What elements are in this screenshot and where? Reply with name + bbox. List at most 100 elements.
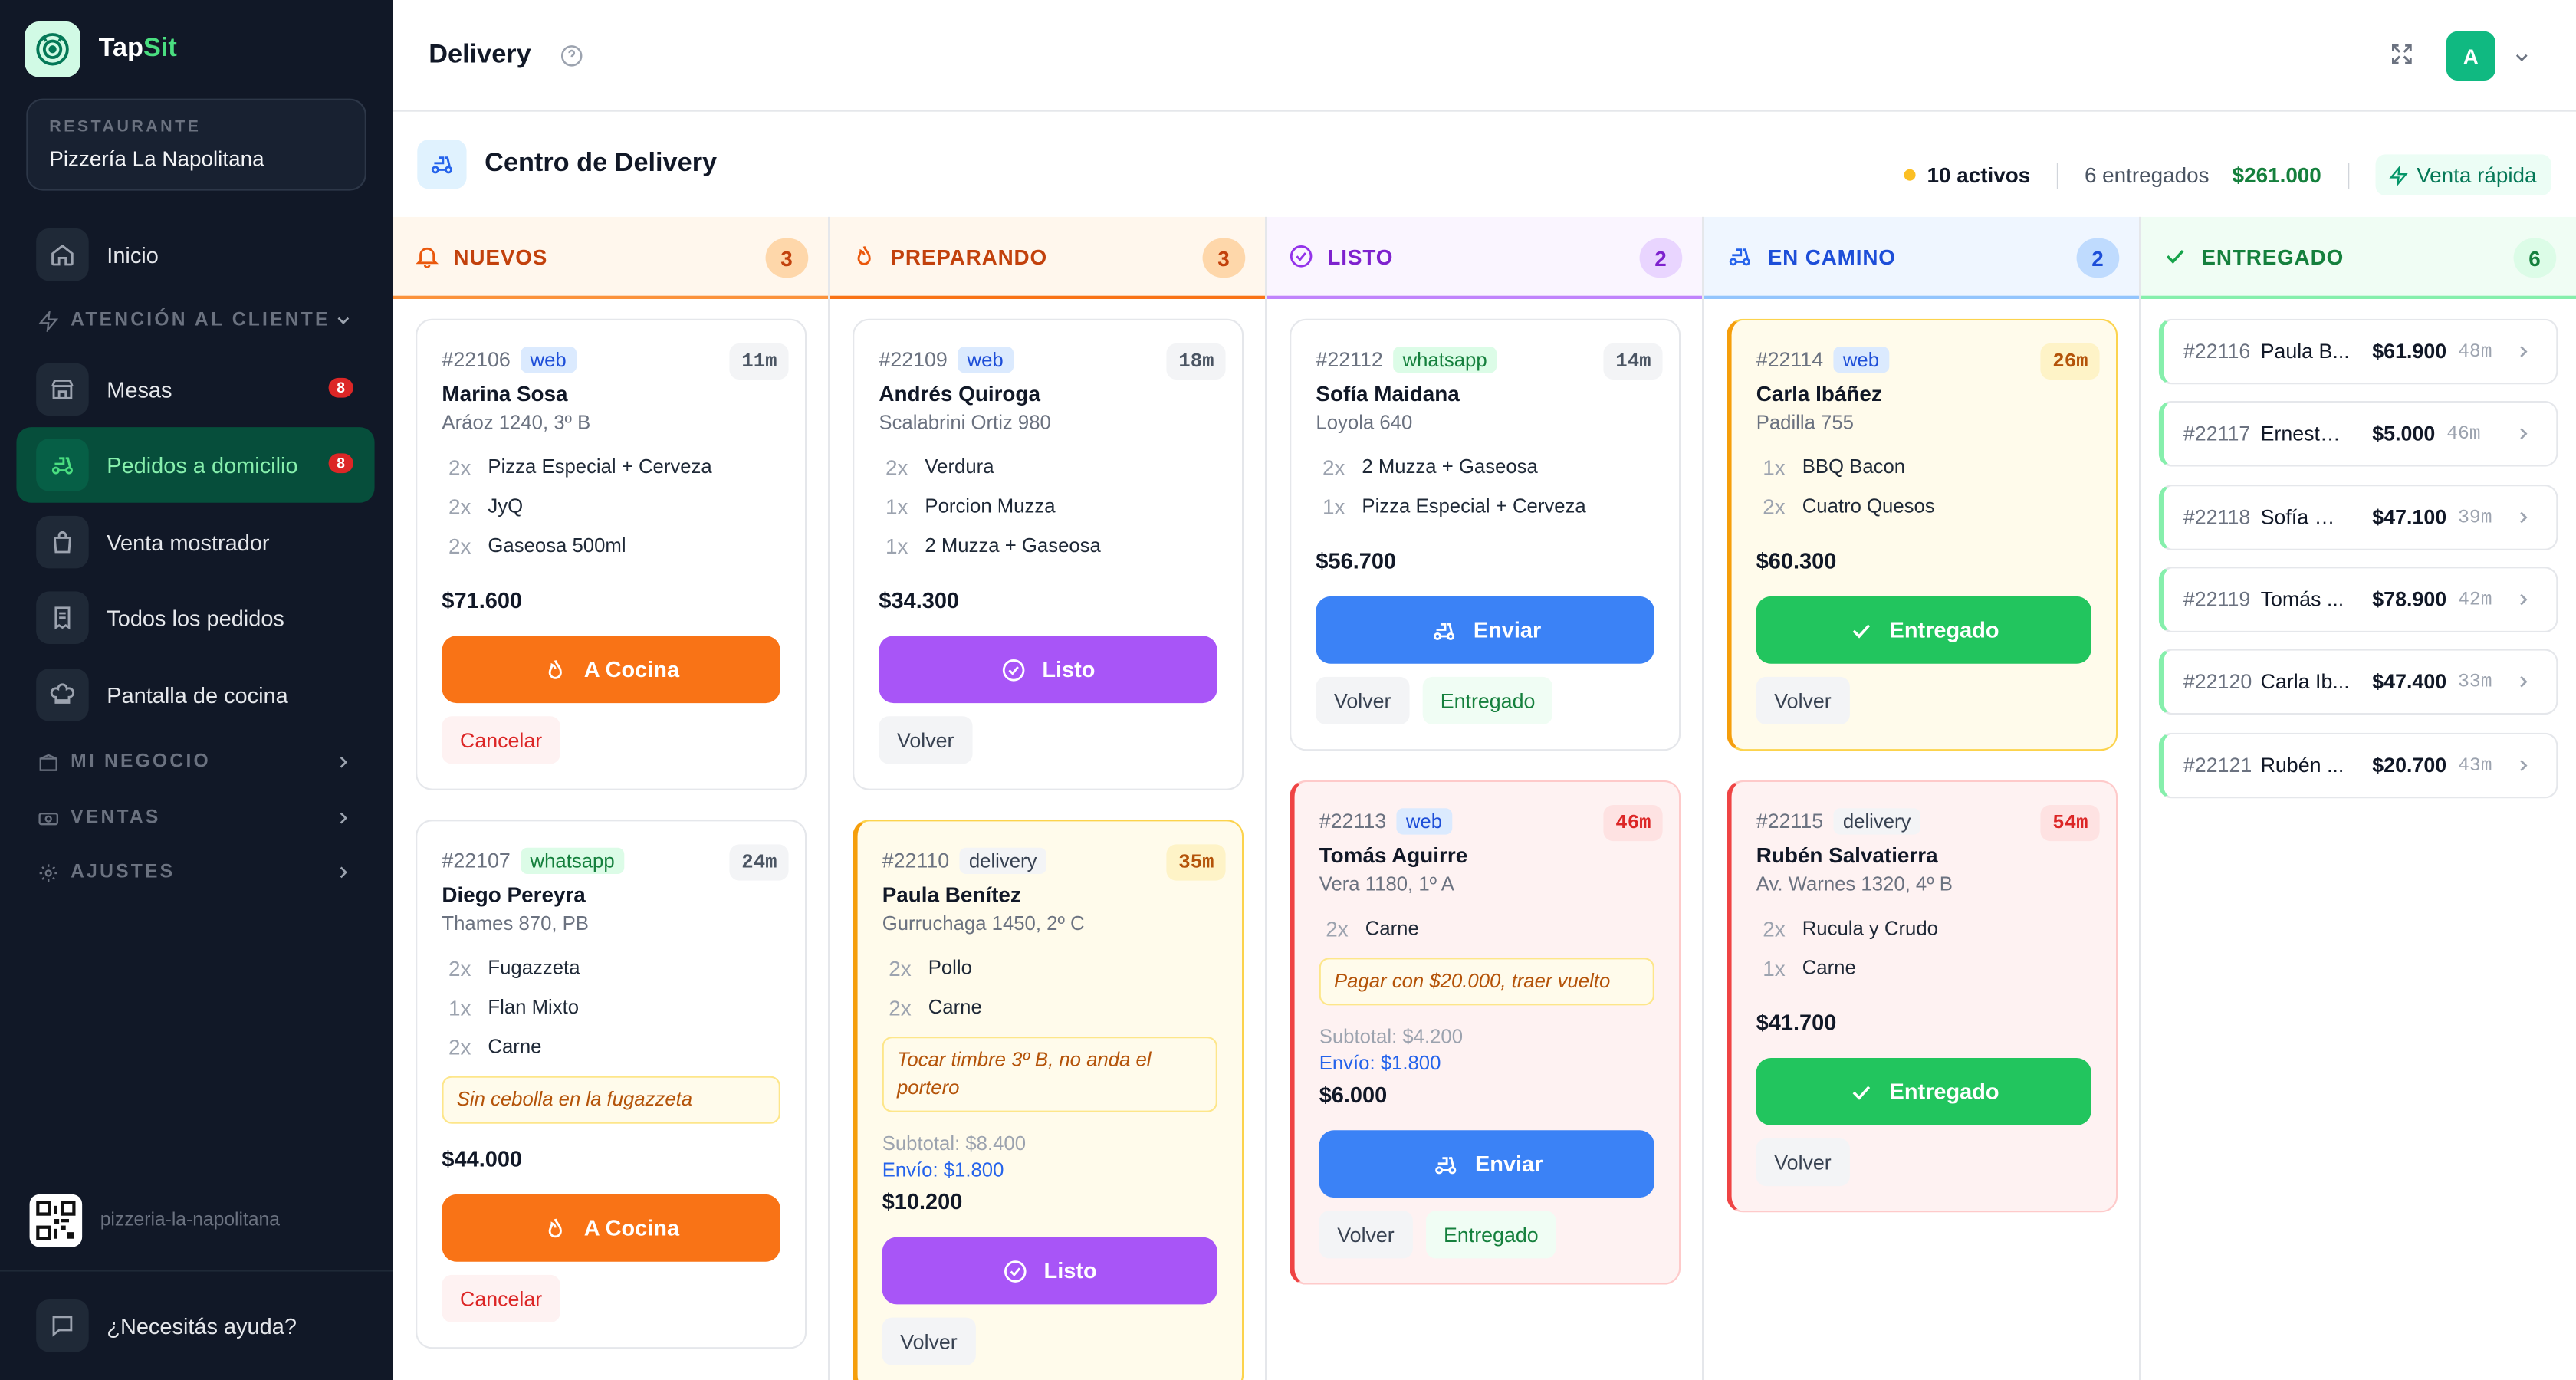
send-to-kitchen-button[interactable]: A Cocina bbox=[442, 1194, 780, 1262]
chevron-right-icon bbox=[2514, 590, 2534, 614]
sidebar-item-pantalla-cocina[interactable]: Pantalla de cocina bbox=[16, 657, 374, 733]
sidebar-item-todos-pedidos[interactable]: Todos los pedidos bbox=[16, 580, 374, 656]
fullscreen-icon[interactable] bbox=[2389, 41, 2415, 76]
customer-name: Carla Ib... bbox=[2260, 670, 2350, 694]
qr-link[interactable]: pizzeria-la-napolitana bbox=[29, 1194, 280, 1247]
sidebar-item-mesas[interactable]: Mesas 8 bbox=[16, 352, 374, 428]
divider bbox=[2056, 162, 2058, 189]
sidebar-item-pedidos-domicilio[interactable]: Pedidos a domicilio 8 bbox=[16, 427, 375, 503]
back-button[interactable]: Volver bbox=[1319, 1211, 1413, 1259]
order-card[interactable]: #22109 web 18m Andrés Quiroga Scalabrini … bbox=[853, 318, 1244, 790]
item-qty: 1x bbox=[1763, 454, 1786, 479]
dispatch-button[interactable]: Enviar bbox=[1316, 596, 1654, 664]
delivered-row[interactable]: #22121 Rubén ... $20.700 43m bbox=[2158, 732, 2558, 799]
order-card[interactable]: #22115 delivery 54m Rubén Salvatierra Av.… bbox=[1727, 780, 2118, 1213]
column-listo: LISTO 2 #22112 whatsapp 14m Sofía Maidana… bbox=[1267, 216, 1704, 1380]
elapsed-time: 42m bbox=[2458, 589, 2492, 611]
order-id: #22117 bbox=[2183, 422, 2251, 445]
order-card[interactable]: #22112 whatsapp 14m Sofía Maidana Loyola … bbox=[1290, 318, 1681, 751]
back-button[interactable]: Volver bbox=[1756, 676, 1850, 724]
delivered-row[interactable]: #22116 Paula B... $61.900 48m bbox=[2158, 318, 2558, 385]
mark-ready-button[interactable]: Listo bbox=[879, 636, 1217, 704]
customer-address: Gurruchaga 1450, 2º C bbox=[882, 912, 1085, 935]
order-item: 1x Porcion Muzza bbox=[879, 486, 1217, 525]
mark-delivered-button[interactable]: Entregado bbox=[1425, 1211, 1557, 1259]
customer-address: Thames 870, PB bbox=[442, 912, 589, 935]
order-id: #22119 bbox=[2183, 588, 2251, 612]
sidebar-item-label: Inicio bbox=[107, 242, 159, 268]
item-qty: 2x bbox=[449, 493, 472, 519]
elapsed-time: 14m bbox=[1604, 343, 1663, 380]
avatar[interactable]: A bbox=[2446, 31, 2496, 81]
customer-name: Marina Sosa bbox=[442, 381, 568, 406]
order-total: $78.900 bbox=[2372, 588, 2447, 612]
order-item: 2x Fugazzeta bbox=[442, 948, 780, 987]
dispatch-button[interactable]: Enviar bbox=[1319, 1130, 1654, 1198]
elapsed-time: 48m bbox=[2458, 340, 2492, 363]
help-button[interactable]: ¿Necesitás ayuda? bbox=[0, 1270, 393, 1380]
send-to-kitchen-button[interactable]: A Cocina bbox=[442, 636, 780, 704]
order-card[interactable]: #22110 delivery 35m Paula Benítez Gurruch… bbox=[853, 820, 1244, 1380]
back-button[interactable]: Volver bbox=[879, 716, 973, 764]
back-button[interactable]: Volver bbox=[1756, 1138, 1850, 1187]
order-item: 2x JyQ bbox=[442, 486, 780, 525]
cancel-button[interactable]: Cancelar bbox=[442, 1274, 560, 1322]
delivered-row[interactable]: #22117 Ernesto ... $5.000 46m bbox=[2158, 400, 2558, 467]
order-total: $61.900 bbox=[2372, 340, 2447, 363]
section-label: MI NEGOCIO bbox=[71, 752, 211, 773]
active-dot-icon bbox=[1904, 169, 1916, 181]
delivered-row[interactable]: #22119 Tomás ... $78.900 42m bbox=[2158, 567, 2558, 632]
order-item: 1x Flan Mixto bbox=[442, 987, 780, 1027]
sidebar-item-inicio[interactable]: Inicio bbox=[16, 217, 374, 293]
elapsed-time: 46m bbox=[2446, 422, 2481, 445]
elapsed-time: 46m bbox=[1604, 805, 1663, 842]
order-items: 2x Pollo 2x Carne bbox=[882, 948, 1217, 1027]
order-card[interactable]: #22107 whatsapp 24m Diego Pereyra Thames … bbox=[416, 820, 807, 1349]
mark-ready-button[interactable]: Listo bbox=[882, 1237, 1217, 1305]
tapsit-logo-icon bbox=[25, 21, 81, 77]
check-icon bbox=[1852, 1085, 1871, 1099]
mark-delivered-button[interactable]: Entregado bbox=[1756, 596, 2091, 664]
elapsed-time: 54m bbox=[2041, 805, 2100, 842]
order-card[interactable]: #22114 web 26m Carla Ibáñez Padilla 755 1… bbox=[1727, 318, 2118, 751]
section-ventas[interactable]: VENTAS bbox=[38, 802, 360, 835]
delivered-row[interactable]: #22120 Carla Ib... $47.400 33m bbox=[2158, 649, 2558, 715]
sidebar: TapSit RESTAURANTE Pizzería La Napolitan… bbox=[0, 0, 393, 1380]
chef-hat-icon bbox=[36, 669, 89, 721]
section-label: AJUSTES bbox=[71, 863, 176, 882]
help-circle-icon[interactable] bbox=[560, 44, 583, 67]
channel-tag: web bbox=[1395, 808, 1452, 835]
check-circle-icon bbox=[1288, 243, 1314, 269]
back-button[interactable]: Volver bbox=[882, 1317, 976, 1365]
elapsed-time: 33m bbox=[2458, 671, 2492, 693]
order-id: #22120 bbox=[2183, 670, 2252, 694]
order-item: 2x Verdura bbox=[879, 447, 1217, 486]
customer-name: Sofía Ma... bbox=[2260, 506, 2351, 529]
customer-address: Padilla 755 bbox=[1756, 410, 1854, 434]
quick-sale-button[interactable]: Venta rápida bbox=[2375, 154, 2551, 196]
delivered-row[interactable]: #22118 Sofía Ma... $47.100 39m bbox=[2158, 485, 2558, 550]
back-button[interactable]: Volver bbox=[1316, 676, 1410, 724]
brand-name: TapSit bbox=[99, 34, 177, 64]
sidebar-item-label: Venta mostrador bbox=[107, 530, 270, 555]
order-card[interactable]: #22106 web 11m Marina Sosa Aráoz 1240, 3º… bbox=[416, 318, 807, 790]
brand[interactable]: TapSit bbox=[0, 0, 393, 99]
chevron-down-icon[interactable] bbox=[2512, 46, 2532, 76]
flame-icon bbox=[549, 659, 563, 678]
check-circle-icon bbox=[1003, 658, 1026, 681]
order-item: 2x Cuatro Quesos bbox=[1756, 486, 2091, 525]
mark-delivered-button[interactable]: Entregado bbox=[1422, 676, 1553, 724]
sidebar-item-venta-mostrador[interactable]: Venta mostrador bbox=[16, 504, 374, 580]
order-id: #22109 bbox=[879, 348, 948, 372]
mark-delivered-button[interactable]: Entregado bbox=[1756, 1058, 2091, 1125]
customer-name: Sofía Maidana bbox=[1316, 381, 1460, 406]
restaurant-selector[interactable]: RESTAURANTE Pizzería La Napolitana bbox=[26, 98, 366, 191]
item-qty: 1x bbox=[1322, 493, 1346, 519]
order-card[interactable]: #22113 web 46m Tomás Aguirre Vera 1180, 1… bbox=[1290, 780, 1681, 1285]
section-atencion[interactable]: ATENCIÓN AL CLIENTE bbox=[38, 304, 360, 337]
chevron-right-icon bbox=[2514, 342, 2534, 366]
column-en-camino: EN CAMINO 2 #22114 web 26m Carla Ibáñez P… bbox=[1704, 216, 2141, 1380]
section-mi-negocio[interactable]: MI NEGOCIO bbox=[38, 746, 360, 779]
section-ajustes[interactable]: AJUSTES bbox=[38, 856, 360, 889]
cancel-button[interactable]: Cancelar bbox=[442, 716, 560, 764]
